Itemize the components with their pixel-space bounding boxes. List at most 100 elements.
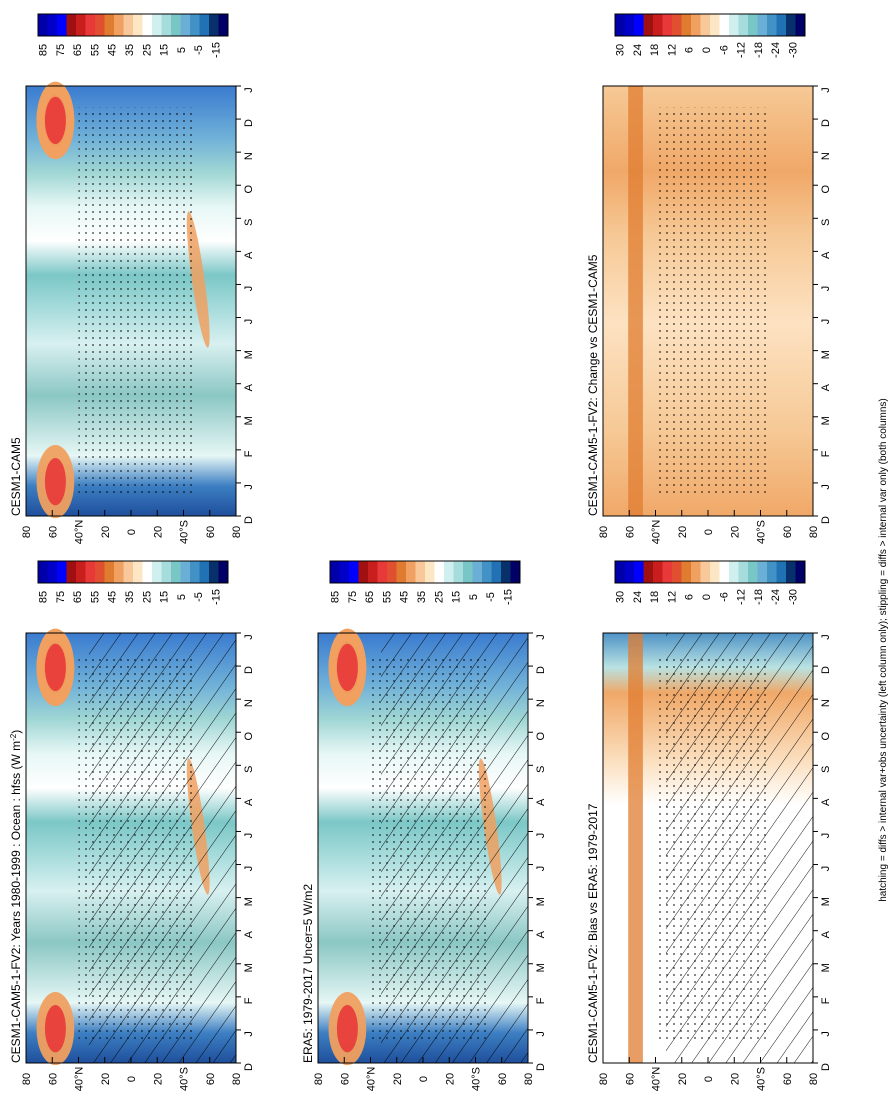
colorbar-tick-label: -24: [770, 42, 782, 58]
month-tick-label: A: [535, 930, 547, 938]
colorbar-cell: [672, 14, 682, 36]
lat-tick-label: 40°S: [756, 1067, 768, 1091]
month-tick-label: M: [820, 350, 832, 359]
colorbar-cell: [161, 14, 171, 36]
colorbar-cell: [738, 14, 748, 36]
colorbar-cell: [85, 561, 95, 583]
month-tick-label: J: [535, 866, 547, 872]
colorbar-tick-label: 0: [701, 594, 713, 600]
colorbar-cell: [152, 561, 162, 583]
colorbar-tick-label: 0: [701, 47, 713, 53]
colorbar-cell: [434, 561, 444, 583]
colorbar-cell: [700, 14, 710, 36]
month-tick-label: D: [820, 516, 832, 524]
colorbar-tick-label: 45: [399, 591, 411, 603]
colorbar-cell: [114, 14, 124, 36]
colorbar-cell: [104, 561, 114, 583]
lat-tick-label: 0: [126, 529, 138, 535]
colorbar-cell: [218, 561, 228, 583]
month-tick-label: F: [820, 997, 832, 1004]
month-tick-label: J: [243, 634, 255, 640]
colorbar-cell: [330, 561, 340, 583]
colorbar-cell: [795, 561, 805, 583]
colorbar-tick-label: 65: [72, 44, 84, 56]
colorbar-frame: [37, 13, 229, 37]
lat-tick-label: 20: [100, 1073, 112, 1085]
lat-tick-label: 60: [624, 1073, 636, 1085]
month-tick-label: F: [535, 997, 547, 1004]
colorbar-cell: [719, 561, 729, 583]
month-tick-label: A: [820, 798, 832, 806]
month-tick-label: N: [243, 152, 255, 160]
month-tick-label: J: [243, 319, 255, 325]
colorbar-cell: [710, 561, 720, 583]
panel-title: ERA5: 1979-2017 Uncer=5 W/m2: [301, 884, 315, 1063]
colorbar-tick-label: -6: [718, 592, 730, 602]
colorbar-cell: [748, 561, 758, 583]
month-tick-label: O: [535, 732, 547, 741]
colorbar-tick-label: 75: [55, 44, 67, 56]
colorbar-cell: [776, 561, 786, 583]
lat-tick-label: 40°S: [179, 520, 191, 544]
lat-tick-label: 80: [598, 1073, 610, 1085]
colorbar-tick-label: 55: [89, 591, 101, 603]
lat-tick-label: 60: [47, 526, 59, 538]
month-tick-label: J: [820, 866, 832, 872]
colorbar-tick-label: 6: [684, 47, 696, 53]
colorbar-cell: [123, 561, 133, 583]
colorbar-cell: [171, 561, 181, 583]
colorbar-cell: [615, 561, 625, 583]
colorbar-cell: [624, 14, 634, 36]
colorbar-cell: [757, 14, 767, 36]
lat-tick-label: 40°N: [651, 520, 663, 545]
colorbar-cell: [691, 561, 701, 583]
lat-tick-label: 20: [677, 526, 689, 538]
month-tick-label: J: [535, 634, 547, 640]
colorbar-tick-label: 45: [107, 591, 119, 603]
hot-core: [336, 1004, 358, 1053]
colorbar-cell: [358, 561, 368, 583]
colorbar-tick-label: 85: [38, 44, 50, 56]
colorbar-cell: [776, 14, 786, 36]
colorbar-cell: [133, 561, 143, 583]
colorbar-cell: [339, 561, 349, 583]
lat-tick-label: 80: [231, 526, 243, 538]
diff-band: [628, 86, 643, 516]
month-tick-label: N: [820, 152, 832, 160]
lat-tick-label: 0: [418, 1076, 430, 1082]
colorbar-cell: [180, 14, 190, 36]
month-tick-label: M: [243, 416, 255, 425]
colorbar-tick-label: -15: [502, 589, 514, 605]
colorbar-cell: [349, 561, 359, 583]
colorbar-cell: [729, 561, 739, 583]
lat-tick-label: 60: [205, 1073, 217, 1085]
colorbar-cell: [681, 14, 691, 36]
lat-tick-label: 60: [782, 1073, 794, 1085]
colorbar-cell: [180, 561, 190, 583]
lat-tick-label: 80: [808, 526, 820, 538]
month-tick-label: S: [820, 219, 832, 226]
lat-tick-label: 80: [313, 1073, 325, 1085]
month-tick-label: J: [820, 833, 832, 839]
lat-tick-label: 0: [126, 1076, 138, 1082]
colorbar-tick-label: -12: [736, 589, 748, 605]
month-tick-label: M: [820, 416, 832, 425]
lat-tick-label: 20: [392, 1073, 404, 1085]
month-tick-label: O: [243, 185, 255, 194]
lat-tick-label: 60: [624, 526, 636, 538]
hot-core: [336, 643, 358, 692]
colorbar-cell: [691, 14, 701, 36]
lat-tick-label: 40°N: [366, 1067, 378, 1092]
colorbar-tick-label: 25: [141, 44, 153, 56]
hatching: [381, 633, 528, 1063]
colorbar-cell: [38, 14, 48, 36]
lat-tick-label: 60: [497, 1073, 509, 1085]
colorbar-cell: [123, 14, 133, 36]
colorbar-cell: [634, 561, 644, 583]
colorbar-tick-label: 45: [107, 44, 119, 56]
month-tick-label: M: [243, 897, 255, 906]
hot-core: [44, 1004, 66, 1053]
colorbar-cell: [76, 561, 86, 583]
month-tick-label: A: [243, 930, 255, 938]
